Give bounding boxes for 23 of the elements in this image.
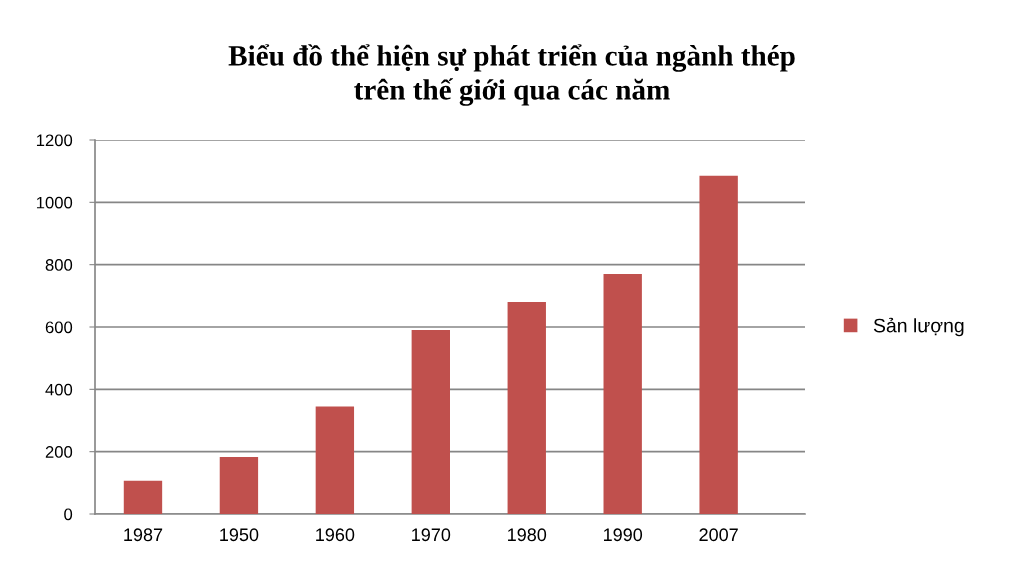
bar: [411, 330, 450, 514]
bar: [507, 302, 546, 514]
y-tick-label: 0: [64, 508, 73, 521]
legend-label: Sản lượng: [873, 317, 964, 337]
y-tick-label: 200: [45, 446, 73, 458]
y-tick-label: 400: [45, 383, 73, 396]
x-tick-label: 1980: [508, 528, 547, 542]
chart-title: Biểu đồ thể hiện sự phát triển của ngành thép trên thế giới qua các năm: [228, 44, 795, 106]
bar: [123, 480, 163, 514]
x-tick-label: 1990: [604, 528, 643, 542]
bar: [315, 406, 355, 514]
y-tick-label: 1200: [36, 134, 73, 147]
x-tick-label: 1970: [412, 528, 451, 542]
bar: [219, 456, 259, 514]
y-tick-label: 600: [45, 321, 73, 334]
x-tick-label: 1960: [316, 528, 355, 542]
bar: [699, 175, 738, 514]
x-tick-label: 1987: [124, 528, 163, 542]
y-tick-label: 800: [45, 259, 73, 271]
y-tick-label: 1000: [36, 196, 73, 209]
x-tick-label: 1950: [220, 528, 259, 542]
x-tick-label: 2007: [699, 528, 738, 542]
bar: [603, 274, 642, 514]
